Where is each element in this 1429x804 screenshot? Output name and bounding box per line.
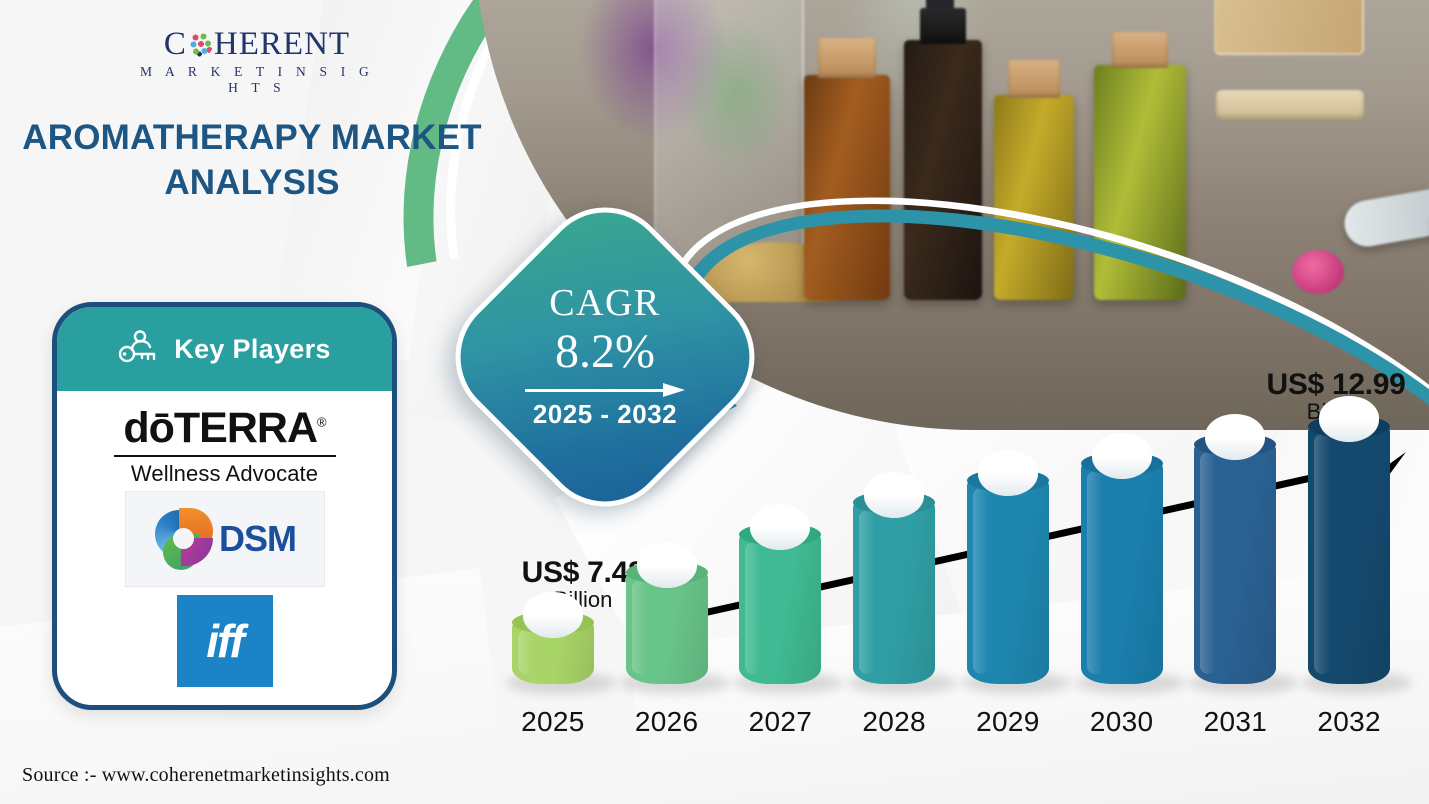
bar-cylinder xyxy=(619,542,730,694)
source-note: Source :- www.coherenetmarketinsights.co… xyxy=(22,764,390,787)
key-players-card: Key Players dōTERRA® Wellness Advocate D… xyxy=(52,302,397,710)
key-players-list: dōTERRA® Wellness Advocate DSM iff xyxy=(57,391,392,697)
bar-cap xyxy=(636,542,697,588)
logo-tagline: M A R K E T I N S I G H T S xyxy=(140,64,374,95)
bar-cylinder xyxy=(733,504,844,694)
logo-letter-c: C xyxy=(163,26,187,62)
doterra-tagline: Wellness Advocate xyxy=(130,461,319,486)
bar-label-2028: 2028 xyxy=(862,706,926,737)
bar-body xyxy=(966,480,1049,684)
divider xyxy=(113,455,336,457)
page-title: AROMATHERAPY MARKET ANALYSIS xyxy=(22,118,482,202)
bar-label-2032: 2032 xyxy=(1317,706,1381,737)
end-value-amount: US$ 12.99 xyxy=(1266,368,1406,401)
right-arrow-icon xyxy=(525,383,685,398)
bar-column: 2030 xyxy=(1065,433,1185,738)
bar-column: 2025 xyxy=(496,468,616,738)
bar-cap xyxy=(1319,396,1380,442)
bar-gloss xyxy=(745,542,762,674)
cagr-period: 2025 - 2032 xyxy=(532,399,678,430)
bar-column: 2031 xyxy=(1179,414,1299,738)
dsm-wordmark: DSM xyxy=(219,518,297,559)
bar-column: 2026 xyxy=(610,468,730,738)
bar-cap xyxy=(522,592,583,638)
bar-cap xyxy=(977,450,1038,496)
bar-label-2029: 2029 xyxy=(976,706,1040,737)
list-item: DSM xyxy=(124,491,325,587)
bar-cylinder xyxy=(505,592,616,694)
bar-cap xyxy=(864,472,925,518)
bar-gloss xyxy=(859,510,876,674)
bar-cap xyxy=(1091,433,1152,479)
cagr-value: 8.2% xyxy=(555,324,655,378)
bar-gloss xyxy=(1086,471,1103,674)
bar-gloss xyxy=(631,580,648,674)
bar-gloss xyxy=(517,630,534,674)
bar-body xyxy=(1308,426,1391,684)
bar-body xyxy=(1080,463,1163,684)
bar-cap xyxy=(1205,414,1266,460)
bar-label-2030: 2030 xyxy=(1089,706,1154,737)
logo-wordmark: C HERENT xyxy=(164,28,350,61)
key-players-header: Key Players xyxy=(57,307,392,391)
bar-label-2026: 2026 xyxy=(634,706,699,737)
bar-cylinder xyxy=(1074,433,1185,694)
bar-cylinder xyxy=(1188,414,1299,694)
bar-body xyxy=(625,572,708,684)
dotted-globe-icon xyxy=(187,32,213,57)
bar-series: 2025 2026 2027 2028 2029 2030 2031 2032 xyxy=(496,396,1413,738)
person-with-key-icon xyxy=(118,329,160,369)
bar-gloss xyxy=(1200,452,1217,674)
bar-column: 2029 xyxy=(951,450,1071,738)
iff-wordmark: iff xyxy=(206,615,245,667)
doterra-name: dōTERRA xyxy=(123,404,318,452)
bar-label-2025: 2025 xyxy=(521,706,585,737)
source-label: Source :- xyxy=(22,764,97,786)
bar-column: 2027 xyxy=(724,468,844,738)
source-url: www.coherenetmarketinsights.com xyxy=(101,764,390,786)
bar-gloss xyxy=(972,488,989,674)
list-item: iff xyxy=(176,595,273,687)
dsm-swirl-icon xyxy=(153,508,215,570)
cagr-label: CAGR xyxy=(549,281,661,324)
bar-cylinder xyxy=(960,450,1071,694)
bar-label-2027: 2027 xyxy=(748,706,813,737)
bar-gloss xyxy=(1314,434,1331,674)
list-item: dōTERRA® Wellness Advocate xyxy=(113,407,336,487)
registered-mark-icon: ® xyxy=(317,414,327,430)
bar-body xyxy=(853,502,936,684)
bar-body xyxy=(739,534,822,684)
bar-body xyxy=(1194,444,1277,684)
bar-cylinder xyxy=(847,472,958,694)
doterra-logo: dōTERRA® xyxy=(114,407,336,450)
bar-column: 2032 xyxy=(1292,396,1413,738)
bar-label-2031: 2031 xyxy=(1203,706,1268,737)
key-players-label: Key Players xyxy=(174,333,331,364)
bar-cap xyxy=(750,504,811,550)
market-size-bar-chart: US$ 7.48 Billion US$ 12.99 Billion 20252… xyxy=(496,368,1413,792)
logo-word-rest: HERENT xyxy=(213,26,351,62)
start-value-amount: US$ 7.48 xyxy=(521,556,645,589)
company-logo: C HERENT M A R K E T I N S I G H T S xyxy=(132,28,382,96)
bar-cylinder xyxy=(1302,396,1413,694)
bar-column: 2028 xyxy=(837,468,958,738)
